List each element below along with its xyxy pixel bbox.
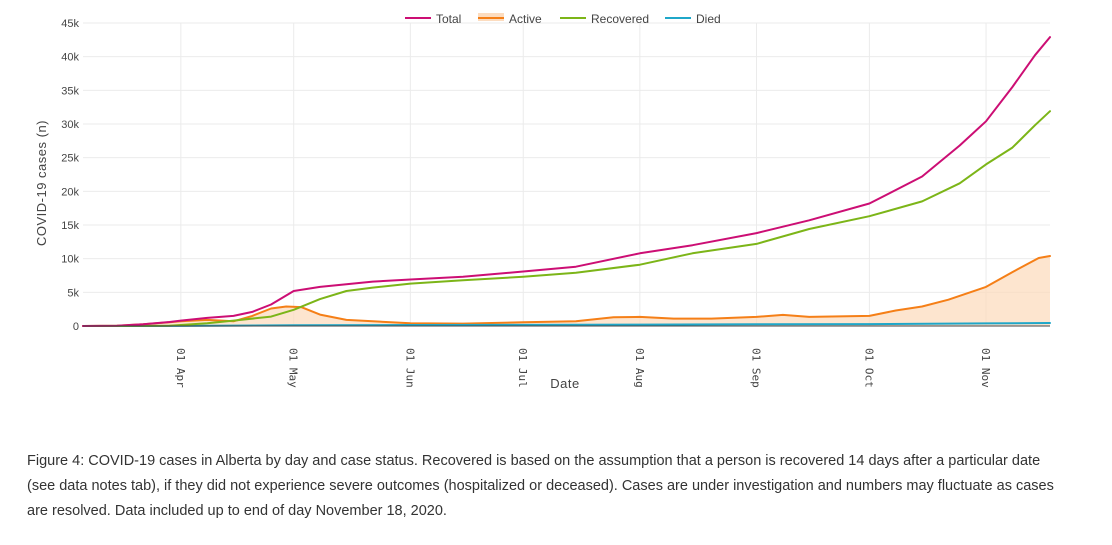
y-tick-label: 0 [73, 321, 79, 333]
recovered-series-line[interactable] [82, 110, 1051, 327]
series-lines [82, 36, 1051, 327]
x-tick-label: 01 May [287, 348, 300, 388]
legend-label: Active [509, 12, 542, 26]
legend[interactable]: Total Active Recovered Died [405, 12, 721, 26]
legend-label: Died [696, 12, 721, 26]
y-axis-title: COVID-19 cases (n) [34, 120, 49, 246]
y-tick-label: 5k [67, 287, 79, 299]
legend-label: Recovered [591, 12, 649, 26]
x-tick-label: 01 Oct [862, 348, 875, 388]
x-tick-label: 01 Nov [979, 348, 992, 388]
y-tick-label: 45k [61, 18, 79, 30]
y-tick-label: 30k [61, 119, 79, 131]
y-tick-label: 15k [61, 220, 79, 232]
x-tick-label: 01 Aug [633, 348, 646, 388]
active-series-line[interactable] [82, 255, 1051, 327]
gridlines [83, 22, 1050, 326]
legend-item-total[interactable]: Total [405, 12, 461, 26]
axes: 0 5k 10k 15k 20k 25k 30k 35k 40k 45k 01 Apr 01 May 0… [61, 18, 1050, 388]
cases-line-chart: 0 5k 10k 15k 20k 25k 30k 35k 40k 45k 01 Apr 01 May 0… [34, 12, 1051, 391]
legend-item-recovered[interactable]: Recovered [560, 12, 649, 26]
x-axis-title: Date [550, 376, 579, 391]
x-tick-label: 01 Jul [516, 348, 529, 388]
y-tick-label: 25k [61, 153, 79, 165]
x-tick-label: 01 Jun [403, 348, 416, 388]
legend-item-active[interactable]: Active [478, 12, 542, 26]
x-tick-label: 01 Sep [750, 348, 763, 388]
active-area [83, 256, 1050, 326]
y-tick-label: 40k [61, 52, 79, 64]
legend-item-died[interactable]: Died [665, 12, 721, 26]
figure-caption: Figure 4: COVID-19 cases in Alberta by d… [27, 453, 1054, 519]
y-tick-label: 20k [61, 186, 79, 198]
y-tick-label: 35k [61, 85, 79, 97]
total-series-line[interactable] [82, 36, 1051, 327]
area-fills [83, 256, 1050, 326]
legend-label: Total [436, 12, 461, 26]
x-tick-label: 01 Apr [174, 348, 187, 388]
y-tick-label: 10k [61, 254, 79, 266]
